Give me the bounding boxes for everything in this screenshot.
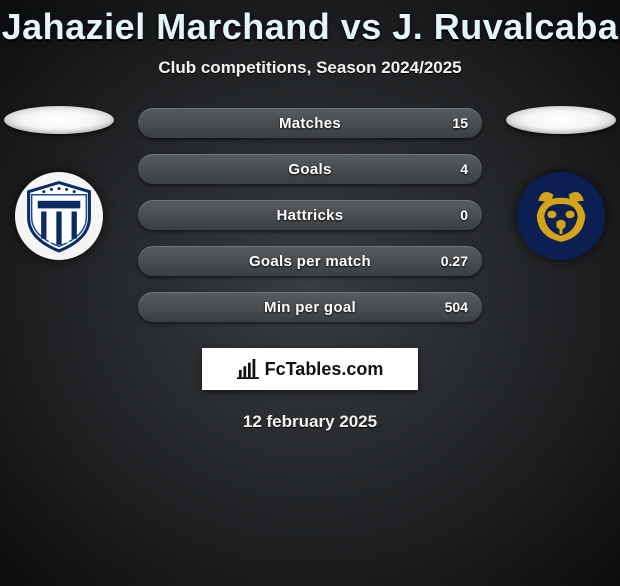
- footer-date: 12 february 2025: [0, 412, 620, 432]
- stat-value: 15: [452, 115, 468, 131]
- stat-label: Hattricks: [277, 207, 344, 224]
- page-title: Jahaziel Marchand vs J. Ruvalcaba: [0, 6, 620, 48]
- stat-row: Hattricks 0: [138, 200, 482, 230]
- subtitle: Club competitions, Season 2024/2025: [0, 58, 620, 78]
- stat-label: Matches: [279, 115, 341, 132]
- team-right-logo-icon: [523, 178, 599, 254]
- stat-value: 0: [460, 207, 468, 223]
- stat-row: Min per goal 504: [138, 292, 482, 322]
- player-right-column: [506, 106, 616, 260]
- stat-label: Min per goal: [264, 299, 356, 316]
- stat-row: Matches 15: [138, 108, 482, 138]
- stats-list: Matches 15 Goals 4 Hattricks 0 Goals per…: [138, 108, 482, 322]
- stat-label: Goals per match: [249, 253, 371, 270]
- team-right-badge: [517, 172, 605, 260]
- stat-value: 0.27: [441, 253, 468, 269]
- comparison-panel: Matches 15 Goals 4 Hattricks 0 Goals per…: [0, 108, 620, 432]
- stat-row: Goals 4: [138, 154, 482, 184]
- brand-box: FcTables.com: [202, 348, 418, 390]
- right-ellipse: [506, 106, 616, 134]
- brand-text: FcTables.com: [265, 359, 384, 380]
- team-left-logo-icon: [21, 178, 97, 254]
- stat-value: 504: [445, 299, 468, 315]
- player-left-column: [4, 106, 114, 260]
- team-left-badge: [15, 172, 103, 260]
- left-ellipse: [4, 106, 114, 134]
- stat-label: Goals: [288, 161, 331, 178]
- bar-chart-icon: [237, 359, 259, 379]
- stat-row: Goals per match 0.27: [138, 246, 482, 276]
- stat-value: 4: [460, 161, 468, 177]
